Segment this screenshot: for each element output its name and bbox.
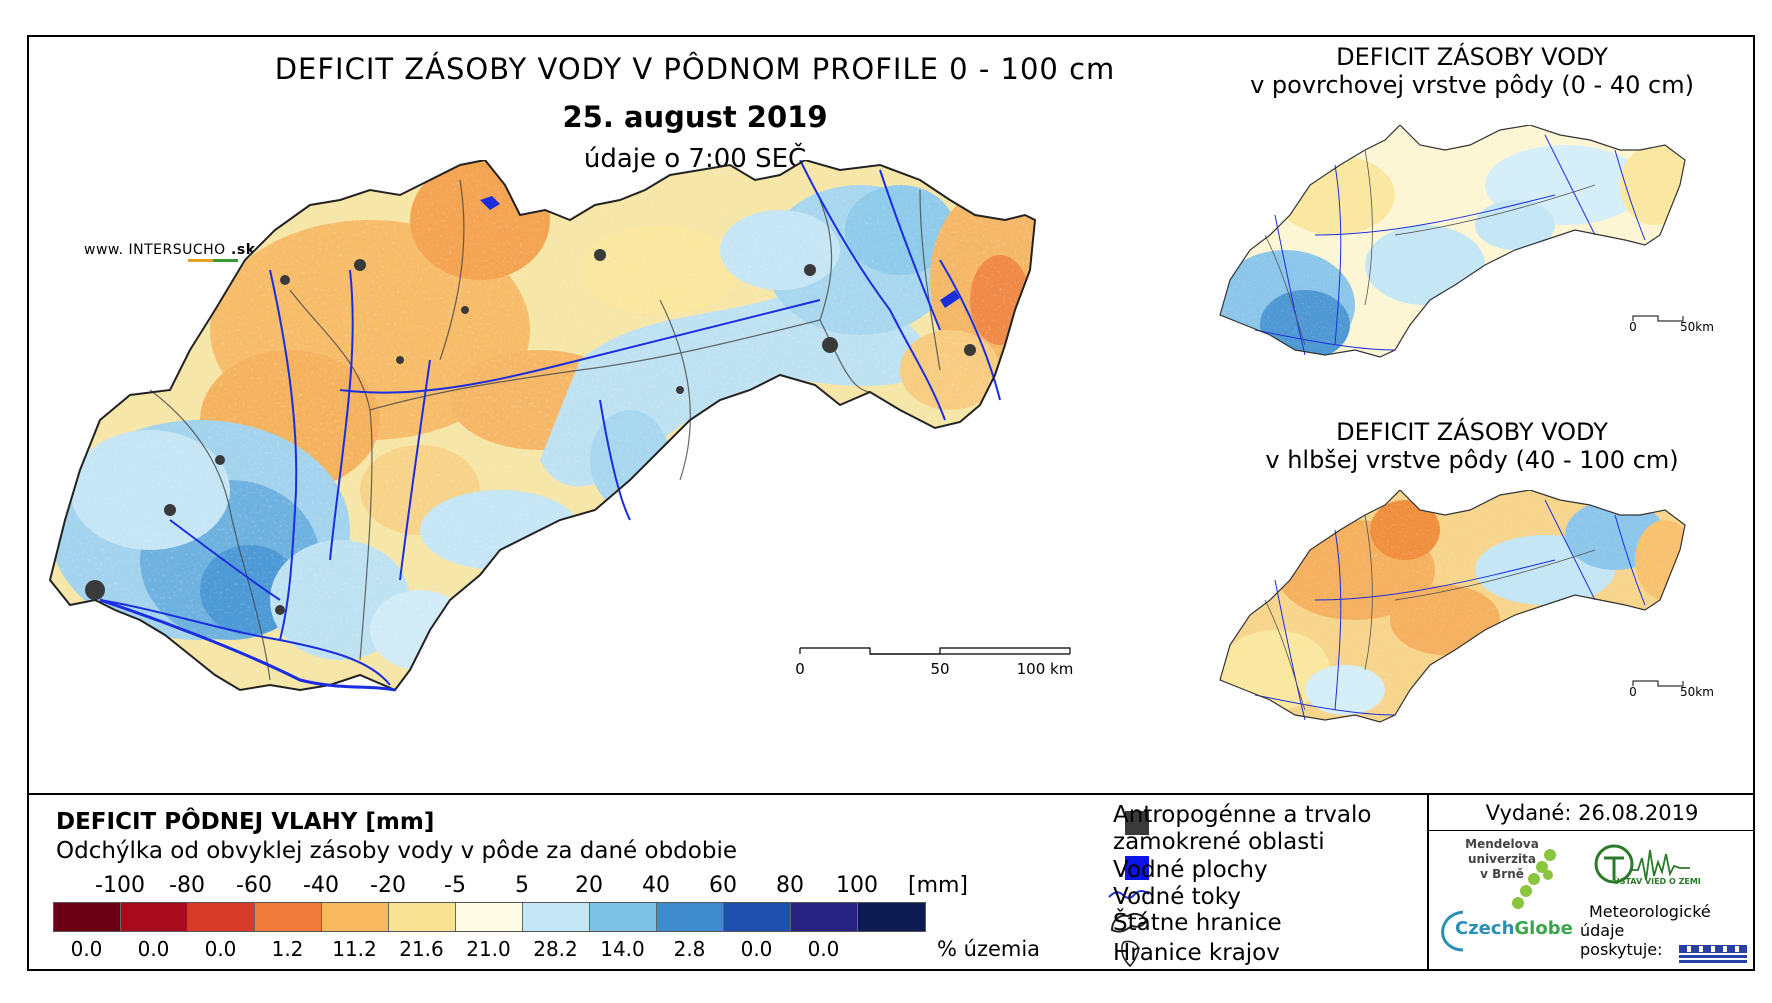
- legend-swatch: [188, 903, 255, 931]
- czechglobe-arc-icon: [1441, 910, 1464, 952]
- credits-divider: [1427, 793, 1429, 971]
- issued-date: Vydané: 26.08.2019: [1485, 801, 1699, 825]
- legend-pct-value: 21.6: [399, 937, 444, 961]
- legend-swatch: [456, 903, 523, 931]
- legend-pct-value: 1.2: [271, 937, 304, 961]
- legend-swatch: [657, 903, 724, 931]
- inset-top-map: 0 50km: [1219, 125, 1714, 358]
- issued-divider: [1427, 830, 1755, 831]
- main-scale-label-0: 0: [795, 660, 805, 678]
- main-scale-label-50: 50: [930, 660, 949, 678]
- inset-top-scale-50: 50km: [1680, 320, 1714, 334]
- legend-swatch: [54, 903, 121, 931]
- legend-pct-value: 28.2: [533, 937, 578, 961]
- legend-pct-label: % územia: [937, 937, 1041, 961]
- legend-swatch: [724, 903, 791, 931]
- inset-bottom-title: DEFICIT ZÁSOBY VODY v hlbšej vrstve pôdy…: [1265, 418, 1679, 474]
- legend-swatch: [523, 903, 590, 931]
- main-title: DEFICIT ZÁSOBY VODY V PÔDNOM PROFILE 0 -…: [274, 52, 1116, 86]
- legend-divider: [27, 793, 1755, 795]
- state-border-label: Štátne hranice: [1113, 910, 1282, 936]
- main-map: [48, 160, 1037, 692]
- urban-area-label: Antropogénne a trvalo zamokrené oblasti: [1113, 802, 1372, 855]
- legend-title: DEFICIT PÔDNEJ VLAHY [mm]: [56, 809, 435, 835]
- legend-threshold: 100: [836, 873, 878, 898]
- water-bodies-swatch: [1125, 856, 1149, 880]
- region-border-icon: [1121, 940, 1140, 968]
- legend-threshold: 5: [515, 873, 529, 898]
- map-time: údaje o 7:00 SEČ: [583, 144, 807, 174]
- earth-science-institute-logo: [1594, 844, 1690, 884]
- legend-thresholds: -100 -80 -60 -40 -20 -5 5 20 40 60 80 100 [mm]: [56, 873, 968, 899]
- legend-pct-value: 0.0: [204, 937, 237, 961]
- legend-threshold: -80: [169, 873, 205, 898]
- legend-pct-value: 0.0: [740, 937, 773, 961]
- legend-threshold: 40: [642, 873, 670, 898]
- legend-swatch: [121, 903, 188, 931]
- legend-threshold: -5: [444, 873, 466, 898]
- earth-science-institute-label: ÚSTAV VIED O ZEMI: [1613, 877, 1701, 886]
- main-scale-label-100: 100 km: [1017, 660, 1074, 678]
- legend-color-bar: [53, 902, 926, 932]
- inset-bottom-scale-0: 0: [1629, 685, 1637, 699]
- legend-swatch: [858, 903, 925, 931]
- urban-area-swatch: [1125, 811, 1149, 835]
- inset-bottom-map: 0 50km: [1219, 490, 1714, 723]
- legend-pct-value: 0.0: [807, 937, 840, 961]
- rivers-label: Vodné toky: [1113, 884, 1241, 910]
- mendel-university-logo: Mendelova univerzita v Brně: [1465, 837, 1539, 881]
- legend-pct-value: 11.2: [332, 937, 377, 961]
- czechglobe-logo: CzechGlobe: [1455, 918, 1573, 939]
- legend-swatch: [255, 903, 322, 931]
- inset-top-scale-0: 0: [1629, 320, 1637, 334]
- legend-pct-value: 14.0: [600, 937, 645, 961]
- legend-subtitle: Odchýlka od obvyklej zásoby vody v pôde …: [56, 838, 737, 864]
- legend-threshold: -20: [370, 873, 406, 898]
- inset-top-title: DEFICIT ZÁSOBY VODY v povrchovej vrstve …: [1250, 43, 1694, 99]
- map-date: 25. august 2019: [562, 100, 828, 134]
- legend-pct-value: 21.0: [466, 937, 511, 961]
- legend-threshold: 20: [575, 873, 603, 898]
- legend-swatch: [322, 903, 389, 931]
- legend-threshold: 60: [709, 873, 737, 898]
- legend-threshold: -40: [303, 873, 339, 898]
- legend-swatch: [791, 903, 858, 931]
- map-frame: [27, 35, 1755, 971]
- czechglobe-dots-icon: [1512, 849, 1556, 909]
- legend-threshold: -100: [95, 873, 145, 898]
- legend-threshold: -60: [236, 873, 272, 898]
- inset-bottom-scale-50: 50km: [1680, 685, 1714, 699]
- legend-swatch: [590, 903, 657, 931]
- shmu-logo: [1679, 945, 1747, 963]
- legend-unit: [mm]: [907, 873, 969, 898]
- state-border-icon: [1110, 912, 1148, 933]
- region-border-label: Hranice krajov: [1113, 940, 1280, 966]
- intersucho-watermark: www. INTERSUCHO .sk: [84, 242, 256, 258]
- main-scale-bar: 0 50 100 km: [795, 647, 1074, 678]
- legend-swatch: [389, 903, 456, 931]
- legend-pct-value: 2.8: [673, 937, 706, 961]
- legend-pct-value: 0.0: [70, 937, 103, 961]
- rivers-line-icon: [1108, 890, 1150, 899]
- watermark-underline: [188, 259, 238, 262]
- water-bodies-label: Vodné plochy: [1113, 857, 1268, 883]
- legend-threshold: 80: [776, 873, 804, 898]
- legend-pct-value: 0.0: [137, 937, 170, 961]
